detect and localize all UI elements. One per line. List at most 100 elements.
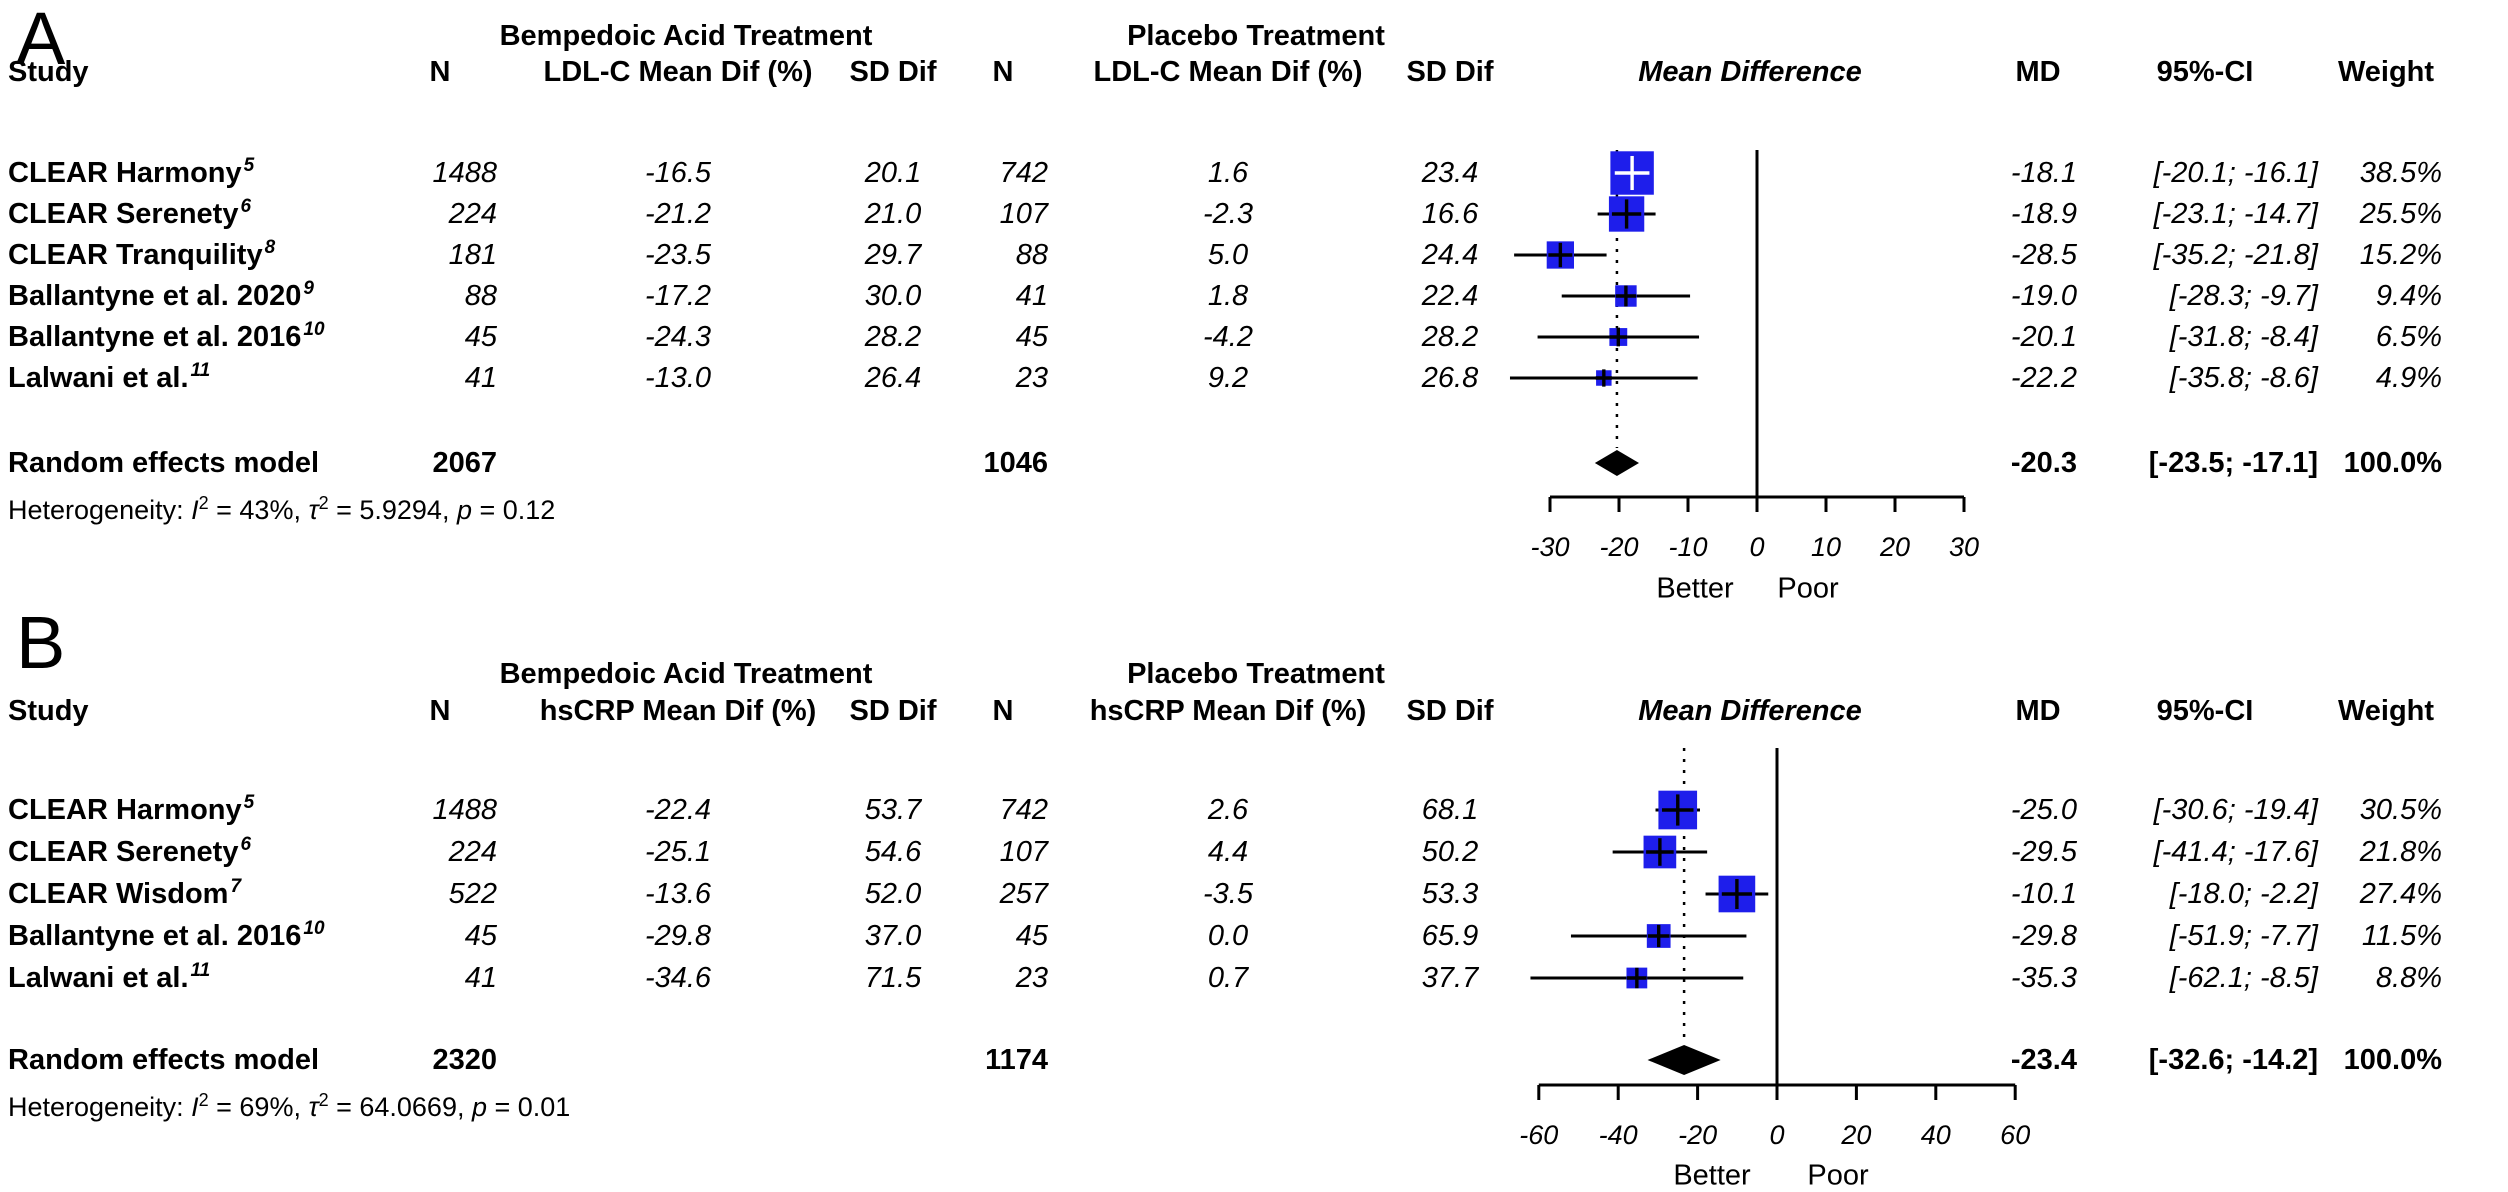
study-n-placebo: 88 [1015, 239, 1048, 271]
axis-poor-label: Poor [1777, 573, 1839, 605]
panel-b-col-mean-difference: Mean Difference [1638, 695, 1862, 727]
study-md-value: -19.0 [2010, 280, 2077, 312]
study-name: CLEAR Tranquility 8 [8, 237, 276, 271]
study-n-treatment: 1488 [432, 157, 497, 189]
study-mean-dif-placebo: 0.0 [1207, 920, 1249, 952]
study-reference-superscript: 11 [190, 360, 211, 381]
study-n-placebo: 107 [999, 836, 1048, 868]
panel-b-col-mean-dif-treatment: hsCRP Mean Dif (%) [539, 695, 817, 727]
study-md-value: -25.0 [2010, 794, 2077, 826]
study-n-treatment: 45 [464, 920, 497, 952]
study-sd-dif-treatment: 54.6 [864, 836, 922, 868]
study-mean-dif-placebo: 0.7 [1207, 962, 1249, 994]
panel-a-col-weight: Weight [2337, 56, 2435, 88]
study-weight-value: 6.5% [2375, 321, 2442, 353]
study-mean-dif-treatment: -17.2 [644, 280, 712, 312]
study-sd-dif-treatment: 20.1 [864, 157, 922, 189]
axis-tick-label: 40 [1921, 1120, 1951, 1150]
study-mean-dif-treatment: -34.6 [644, 962, 712, 994]
study-sd-dif-treatment: 52.0 [864, 878, 922, 910]
study-ci-value: [-41.4; -17.6] [2153, 836, 2318, 868]
study-ci-value: [-62.1; -8.5] [2169, 962, 2318, 994]
axis-tick-label: 0 [1769, 1120, 1784, 1150]
study-md-value: -28.5 [2010, 239, 2077, 271]
study-n-placebo: 45 [1015, 321, 1048, 353]
study-mean-dif-treatment: -13.0 [644, 362, 712, 394]
study-ci-value: [-35.2; -21.8] [2153, 239, 2318, 271]
panel-a-col-mean-difference: Mean Difference [1638, 56, 1862, 88]
summary-diamond [1647, 1045, 1721, 1075]
study-weight-value: 11.5% [2361, 920, 2442, 952]
summary-diamond [1594, 450, 1640, 476]
study-mean-dif-placebo: -4.2 [1203, 321, 1253, 353]
study-md-value: -18.1 [2010, 157, 2077, 189]
axis-better-label: Better [1656, 573, 1734, 605]
study-sd-dif-treatment: 71.5 [864, 962, 922, 994]
study-n-treatment: 522 [448, 878, 497, 910]
summary-row-label: Random effects model [8, 1044, 319, 1076]
panel-a-col-ci: 95%-CI [2156, 56, 2254, 88]
study-md-value: -10.1 [2010, 878, 2077, 910]
summary-n-placebo: 1046 [983, 447, 1048, 479]
study-mean-dif-placebo: -2.3 [1203, 198, 1253, 230]
study-mean-dif-placebo: 1.8 [1207, 280, 1249, 312]
study-n-treatment: 181 [448, 239, 497, 271]
study-sd-dif-placebo: 37.7 [1421, 962, 1479, 994]
study-n-treatment: 41 [464, 362, 497, 394]
study-reference-superscript: 5 [243, 792, 255, 813]
study-n-placebo: 23 [1015, 362, 1048, 394]
panel-b-col-mean-dif-placebo: hsCRP Mean Dif (%) [1089, 695, 1367, 727]
study-n-treatment: 41 [464, 962, 497, 994]
study-reference-superscript: 7 [230, 876, 242, 897]
study-md-value: -22.2 [2010, 362, 2077, 394]
study-ci-value: [-20.1; -16.1] [2153, 157, 2318, 189]
study-sd-dif-placebo: 24.4 [1421, 239, 1479, 271]
axis-tick-label: 20 [1879, 532, 1910, 562]
study-mean-dif-treatment: -16.5 [644, 157, 712, 189]
study-name: Ballantyne et al. 2016 10 [8, 918, 325, 952]
axis-tick-label: 60 [2000, 1120, 2030, 1150]
study-md-value: -29.8 [2010, 920, 2077, 952]
study-weight-value: 25.5% [2359, 198, 2442, 230]
study-name: Ballantyne et al. 2016 10 [8, 319, 325, 353]
study-n-placebo: 41 [1015, 280, 1048, 312]
study-reference-superscript: 6 [240, 834, 252, 855]
summary-md-value: -23.4 [2010, 1044, 2077, 1076]
panel-b-col-md: MD [2015, 695, 2061, 727]
study-weight-value: 27.4% [2359, 878, 2442, 910]
study-sd-dif-treatment: 29.7 [864, 239, 922, 271]
panel-a-col-sd-dif-treatment: SD Dif [849, 56, 937, 88]
axis-tick-label: 0 [1749, 532, 1764, 562]
panel-b-col-sd-dif-treatment: SD Dif [849, 695, 937, 727]
study-weight-value: 15.2% [2359, 239, 2442, 271]
study-ci-value: [-30.6; -19.4] [2153, 794, 2318, 826]
study-mean-dif-placebo: -3.5 [1203, 878, 1253, 910]
summary-weight-value: 100.0% [2343, 1044, 2442, 1076]
study-weight-value: 4.9% [2375, 362, 2442, 394]
study-reference-superscript: 5 [243, 155, 255, 176]
panel-a-col-sd-dif-placebo: SD Dif [1406, 56, 1494, 88]
study-mean-dif-placebo: 5.0 [1207, 239, 1249, 271]
study-md-value: -20.1 [2010, 321, 2077, 353]
panel-b-placebo-group-header: Placebo Treatment [1127, 658, 1385, 690]
study-mean-dif-treatment: -29.8 [644, 920, 712, 952]
study-weight-value: 9.4% [2375, 280, 2442, 312]
axis-poor-label: Poor [1807, 1160, 1869, 1192]
study-sd-dif-placebo: 28.2 [1421, 321, 1479, 353]
study-sd-dif-treatment: 21.0 [864, 198, 922, 230]
study-mean-dif-placebo: 1.6 [1207, 157, 1249, 189]
panel-b-col-n-treatment: N [429, 695, 451, 727]
summary-n-treatment: 2067 [432, 447, 497, 479]
study-ci-value: [-31.8; -8.4] [2169, 321, 2318, 353]
study-ci-value: [-18.0; -2.2] [2169, 878, 2318, 910]
study-sd-dif-treatment: 53.7 [864, 794, 922, 826]
study-reference-superscript: 11 [190, 960, 211, 981]
panel-b-treatment-group-header: Bempedoic Acid Treatment [499, 658, 873, 690]
study-sd-dif-treatment: 26.4 [864, 362, 922, 394]
panel-b-col-n-placebo: N [992, 695, 1014, 727]
study-name: CLEAR Wisdom 7 [8, 876, 242, 910]
study-n-placebo: 45 [1015, 920, 1048, 952]
study-n-placebo: 742 [999, 157, 1048, 189]
study-sd-dif-placebo: 26.8 [1421, 362, 1479, 394]
